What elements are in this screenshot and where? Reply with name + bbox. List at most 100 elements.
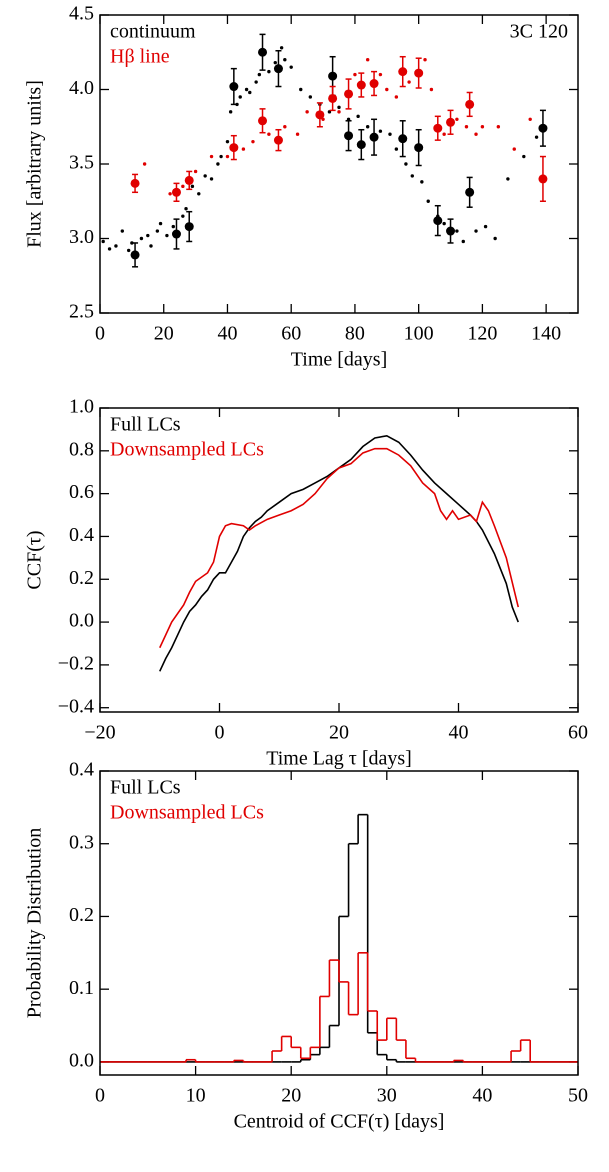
x-axis-label: Time [days] <box>291 349 387 371</box>
data-dot <box>295 132 300 136</box>
sample-point <box>184 222 194 232</box>
x-tick-label: 10 <box>186 1085 206 1107</box>
sample-point <box>171 229 181 239</box>
y-axis-label: Probability Distribution <box>24 828 46 1019</box>
data-dot <box>429 87 434 92</box>
x-tick-label: 40 <box>472 1085 492 1107</box>
data-dot <box>168 192 172 196</box>
data-dot <box>165 233 169 238</box>
x-axis-label: Time Lag τ [days] <box>266 748 412 770</box>
ccf-line <box>159 434 519 672</box>
y-tick-label: 0.0 <box>69 1050 94 1072</box>
x-tick-label: 40 <box>217 323 237 345</box>
sample-point <box>414 143 424 153</box>
y-tick-label: 4.0 <box>69 77 94 99</box>
sample-point <box>328 93 338 103</box>
data-dot <box>257 72 262 77</box>
y-tick-label: 3.5 <box>69 152 94 174</box>
data-dot <box>512 147 516 151</box>
x-tick-label: −20 <box>84 722 115 744</box>
y-tick-label: 0.6 <box>69 481 94 503</box>
data-dot <box>534 135 539 139</box>
data-dot <box>356 114 360 119</box>
data-dot <box>273 60 277 65</box>
sample-point <box>398 134 408 144</box>
sample-point <box>344 131 354 141</box>
data-dot <box>114 244 118 248</box>
data-dot <box>299 87 303 92</box>
sample-point <box>414 68 424 78</box>
data-dot <box>251 139 255 144</box>
data-dot <box>528 117 532 122</box>
data-dot <box>244 87 249 92</box>
sample-point <box>229 82 239 92</box>
legend-entry: Downsampled LCs <box>110 802 264 824</box>
data-dot <box>197 192 201 196</box>
data-dot <box>289 65 293 69</box>
data-dot <box>216 162 220 166</box>
sample-point <box>344 89 354 99</box>
data-dot <box>378 72 383 77</box>
x-tick-label: 20 <box>329 722 349 744</box>
x-tick-label: 20 <box>154 323 174 345</box>
y-tick-label: −0.4 <box>58 695 94 717</box>
data-dot <box>171 224 175 229</box>
annotation: 3C 120 <box>510 21 568 43</box>
y-tick-label: 0.4 <box>69 524 94 546</box>
sample-point <box>446 117 456 127</box>
data-dot <box>130 241 134 245</box>
data-dot <box>248 90 252 95</box>
data-dot <box>228 110 233 114</box>
data-dot <box>126 248 131 253</box>
data-dot <box>522 154 526 159</box>
plot-frame <box>99 770 579 1076</box>
data-dot <box>394 95 399 99</box>
y-axis-label: Flux [arbitrary units] <box>24 80 46 248</box>
sample-point <box>538 123 548 133</box>
x-tick-label: 20 <box>281 1085 301 1107</box>
x-tick-label: 50 <box>568 1085 588 1107</box>
data-dot <box>410 174 414 178</box>
data-dot <box>385 87 389 92</box>
data-dot <box>407 80 411 84</box>
ccf-line <box>159 447 520 649</box>
data-dot <box>139 236 144 241</box>
data-dot <box>184 207 188 211</box>
data-dot <box>193 169 198 174</box>
y-tick-label: 2.5 <box>69 301 94 323</box>
data-dot <box>442 132 446 136</box>
x-axis-label: Centroid of CCF(τ) [days] <box>234 1111 445 1133</box>
data-dot <box>146 233 150 238</box>
sample-point <box>369 132 379 142</box>
x-tick-label: 60 <box>568 722 588 744</box>
legend-entry: Hβ line <box>110 46 170 68</box>
sample-point <box>398 67 408 77</box>
data-dot <box>283 58 287 62</box>
data-dot <box>203 174 207 178</box>
data-dot <box>474 229 478 233</box>
data-dot <box>190 184 195 189</box>
data-dot <box>404 162 408 166</box>
sample-point <box>171 187 181 197</box>
y-tick-label: 0.2 <box>69 904 94 926</box>
y-tick-label: 0.3 <box>69 831 94 853</box>
legend-entry: continuum <box>110 21 196 43</box>
x-tick-label: 60 <box>281 323 301 345</box>
data-dot <box>267 132 271 136</box>
legend-entry: Full LCs <box>110 414 181 436</box>
data-dot <box>493 236 497 241</box>
data-dot <box>308 95 313 99</box>
y-tick-label: 1.0 <box>69 396 94 418</box>
data-dot <box>149 244 153 248</box>
sample-point <box>369 79 379 89</box>
data-dot <box>394 147 399 151</box>
y-tick-label: 0.8 <box>69 438 94 460</box>
data-dot <box>209 177 214 181</box>
sample-point <box>258 47 268 57</box>
x-tick-label: 0 <box>95 323 105 345</box>
data-dot <box>378 129 383 133</box>
sample-point <box>130 250 140 260</box>
data-dot <box>181 214 185 218</box>
sample-point <box>433 216 443 226</box>
